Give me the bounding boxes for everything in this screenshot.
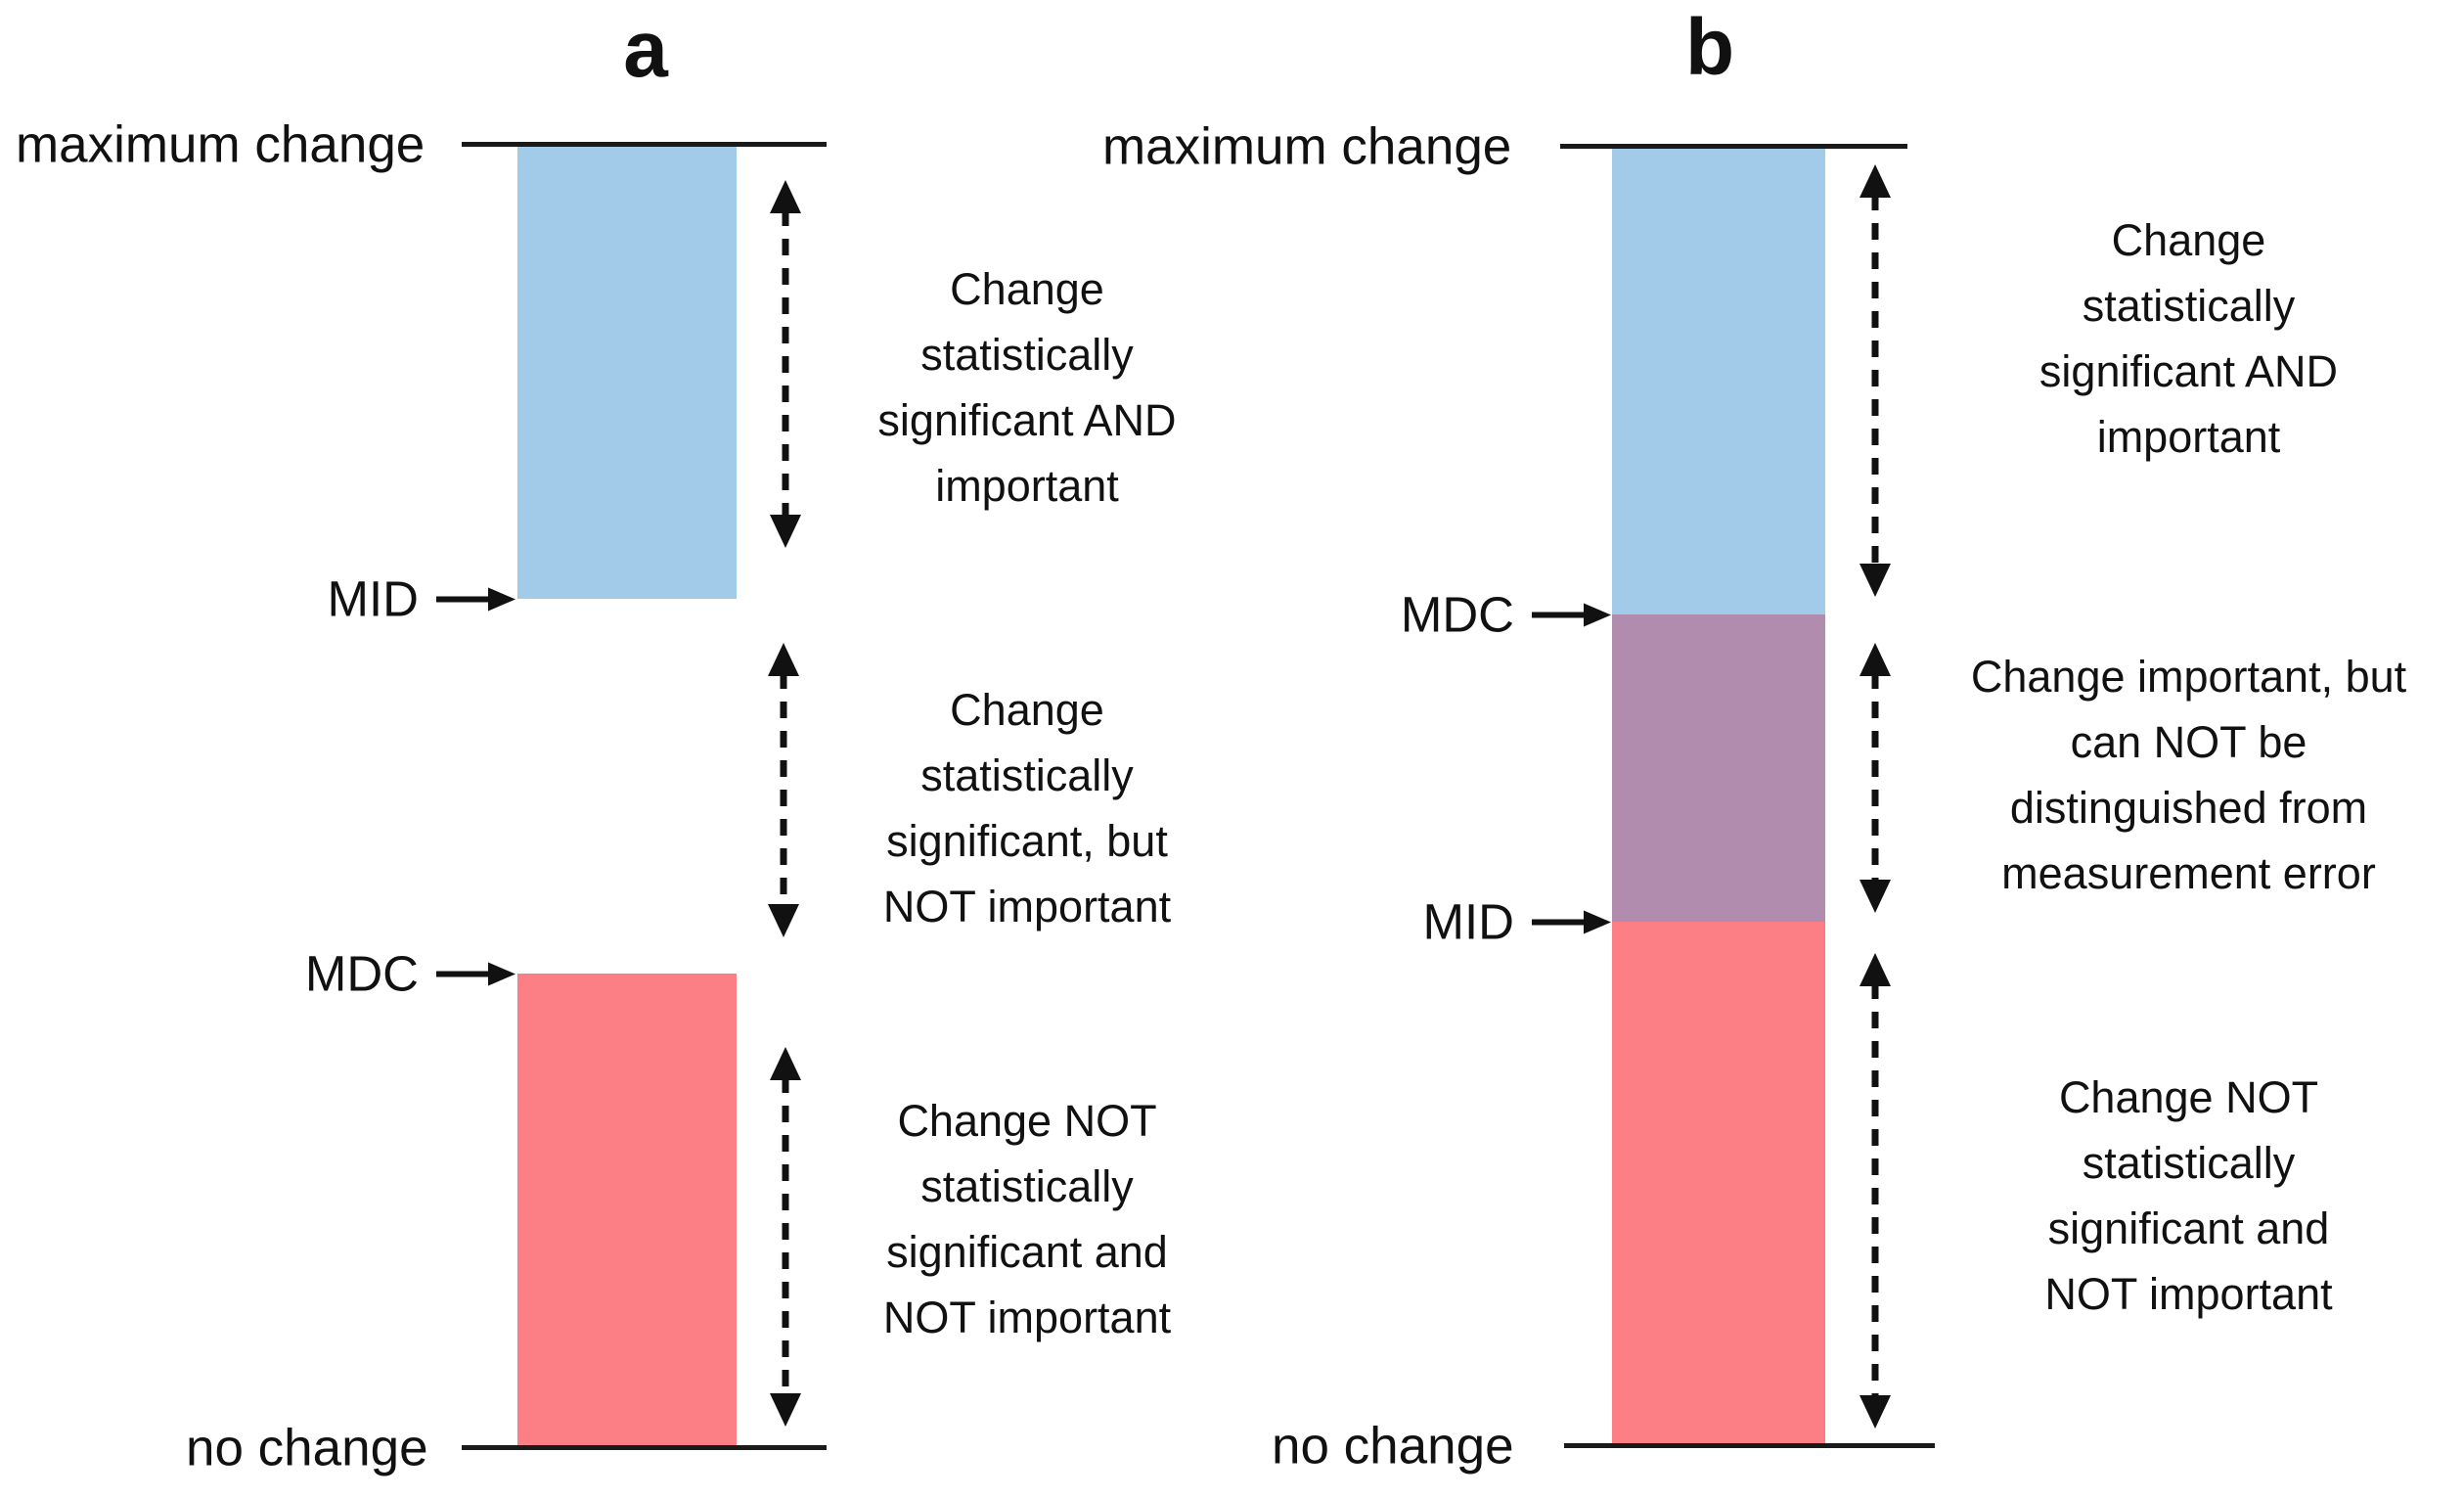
dashed-double-arrow-icon: [768, 643, 799, 937]
panel-b-maximum-change-line: [1560, 144, 1907, 149]
panel-a-mdc-label: MDC: [304, 945, 419, 1002]
right-arrow-icon: [436, 587, 515, 611]
panel-b-mdc-label: MDC: [1400, 586, 1514, 643]
panel-a-not-significant-bar: [517, 974, 737, 1448]
panel-a-zone-top-annotation: Change statistically significant AND imp…: [877, 264, 1177, 511]
panel-b-not-significant-bar: [1612, 922, 1825, 1446]
panel-b-overlap-bar: [1612, 614, 1825, 922]
panel-b-no-change-line: [1564, 1443, 1935, 1448]
panel-b-significant-important-bar: [1612, 149, 1825, 614]
right-arrow-icon: [1532, 910, 1611, 933]
panel-a-mdc-marker: MDC: [293, 949, 516, 999]
panel-a-mid-marker: MID: [293, 574, 516, 624]
dashed-double-arrow-icon: [770, 180, 801, 548]
panel-b-zone-middle-annotation: Change important, but can NOT be disting…: [1970, 652, 2407, 898]
panel-b-zone-top-annotation: Change statistically significant AND imp…: [2038, 215, 2339, 462]
panel-b-mid-marker: MID: [1389, 897, 1612, 947]
dashed-double-arrow-icon: [770, 1047, 801, 1427]
dashed-double-arrow-icon: [1859, 953, 1891, 1429]
right-arrow-icon: [1532, 603, 1611, 626]
panel-a-significant-important-bar: [517, 147, 737, 599]
panel-b-no-change-label: no change: [1272, 1417, 1514, 1475]
panel-b-mid-label: MID: [1422, 893, 1514, 950]
panel-a-no-change-label: no change: [186, 1419, 428, 1477]
panel-a-title: a: [623, 5, 668, 94]
panel-b-title: b: [1684, 3, 1735, 92]
right-arrow-icon: [436, 962, 515, 985]
dashed-double-arrow-icon: [1859, 643, 1891, 913]
panel-b-maximum-change-label: maximum change: [1102, 117, 1512, 176]
panel-a-maximum-change-line: [462, 142, 827, 147]
panel-a-mid-label: MID: [327, 570, 419, 627]
panel-a-maximum-change-label: maximum change: [16, 115, 426, 174]
dashed-double-arrow-icon: [1859, 164, 1891, 597]
panel-a-no-change-line: [462, 1445, 827, 1450]
panel-b-zone-bottom-annotation: Change NOT statistically significant and…: [2044, 1072, 2333, 1319]
panel-a-zone-bottom-annotation: Change NOT statistically significant and…: [882, 1096, 1172, 1342]
panel-a-zone-middle-annotation: Change statistically significant, but NO…: [882, 685, 1172, 931]
panel-b-mdc-marker: MDC: [1389, 590, 1612, 640]
